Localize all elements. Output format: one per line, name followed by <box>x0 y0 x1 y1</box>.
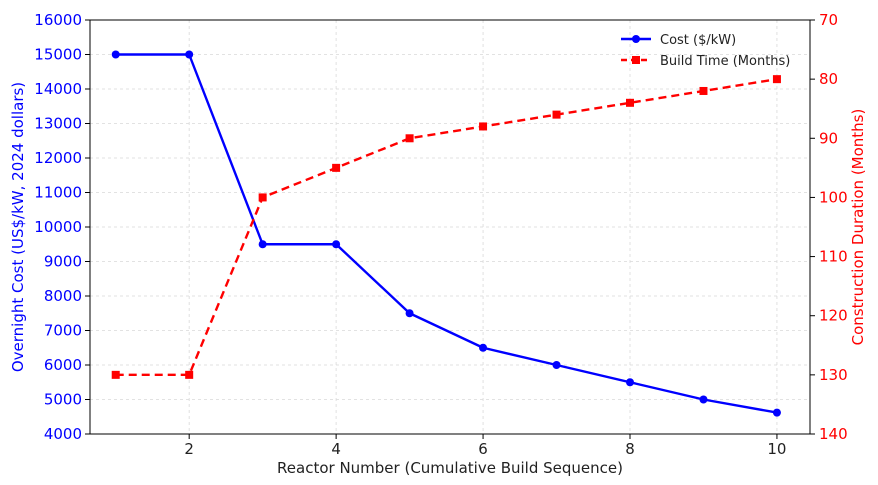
legend: Cost ($/kW) Build Time (Months) <box>621 33 790 69</box>
data-point-cost <box>772 408 781 417</box>
right-y-tick-label: 80 <box>819 70 838 88</box>
series-layer <box>111 50 781 417</box>
left-y-tick-label: 4000 <box>44 425 82 443</box>
data-point-cost <box>405 309 414 318</box>
x-tick-label: 8 <box>625 440 635 458</box>
data-point-build-time <box>626 98 634 107</box>
right-y-tick-label: 110 <box>819 248 848 266</box>
left-y-tick-label: 5000 <box>44 391 82 409</box>
data-point-build-time <box>699 86 708 95</box>
data-point-build-time <box>772 75 781 84</box>
data-point-cost <box>258 240 267 249</box>
right-y-tick-label: 130 <box>819 366 848 384</box>
data-point-build-time <box>479 122 488 131</box>
data-point-build-time <box>552 110 561 119</box>
right-y-axis-title: Construction Duration (Months) <box>849 109 867 346</box>
left-y-axis-title: Overnight Cost (US$/kW, 2024 dollars) <box>9 82 27 372</box>
x-tick-label: 4 <box>331 440 341 458</box>
right-y-tick-label: 120 <box>819 307 848 325</box>
data-point-build-time <box>111 370 120 379</box>
data-point-cost <box>626 378 634 387</box>
left-y-tick-label: 15000 <box>34 46 82 64</box>
data-point-build-time <box>258 193 267 202</box>
x-axis: 2 4 6 8 10 <box>184 434 786 458</box>
data-point-build-time <box>185 370 194 379</box>
series-line-build-time <box>115 77 778 377</box>
series-line-cost <box>115 53 778 414</box>
x-tick-label: 6 <box>478 440 488 458</box>
legend-build-time-marker <box>632 56 640 64</box>
right-y-tick-label: 90 <box>819 129 838 147</box>
right-y-tick-label: 70 <box>819 11 838 29</box>
left-y-tick-label: 7000 <box>44 322 82 340</box>
right-y-tick-label: 100 <box>819 188 848 206</box>
data-point-cost <box>699 395 708 404</box>
legend-build-time-label: Build Time (Months) <box>660 54 790 69</box>
left-y-tick-label: 13000 <box>34 115 82 133</box>
right-y-axis: 70 80 90 100 110 120 130 140 <box>810 11 848 443</box>
left-y-tick-label: 9000 <box>44 253 82 271</box>
data-point-build-time <box>405 134 414 143</box>
left-y-tick-label: 14000 <box>34 80 82 98</box>
data-point-cost <box>111 50 120 59</box>
left-y-tick-label: 11000 <box>34 184 82 202</box>
left-y-tick-label: 16000 <box>34 11 82 29</box>
x-tick-label: 2 <box>184 440 194 458</box>
data-point-build-time <box>332 163 341 172</box>
data-point-cost <box>552 361 561 369</box>
right-y-tick-label: 140 <box>819 425 848 443</box>
left-y-tick-label: 6000 <box>44 356 82 374</box>
x-tick-label: 10 <box>767 440 786 458</box>
x-axis-title: Reactor Number (Cumulative Build Sequenc… <box>277 459 623 477</box>
left-y-axis: 4000 5000 6000 7000 8000 9000 10000 11000 12000 1… <box>34 11 90 443</box>
data-point-cost <box>479 343 488 352</box>
left-y-tick-label: 10000 <box>34 218 82 236</box>
left-y-tick-label: 8000 <box>44 287 82 305</box>
data-point-cost <box>332 240 341 249</box>
legend-cost-marker <box>632 35 640 43</box>
legend-cost-label: Cost ($/kW) <box>660 33 736 48</box>
gridlines <box>90 19 810 435</box>
left-y-tick-label: 12000 <box>34 149 82 167</box>
data-point-cost <box>185 50 194 59</box>
